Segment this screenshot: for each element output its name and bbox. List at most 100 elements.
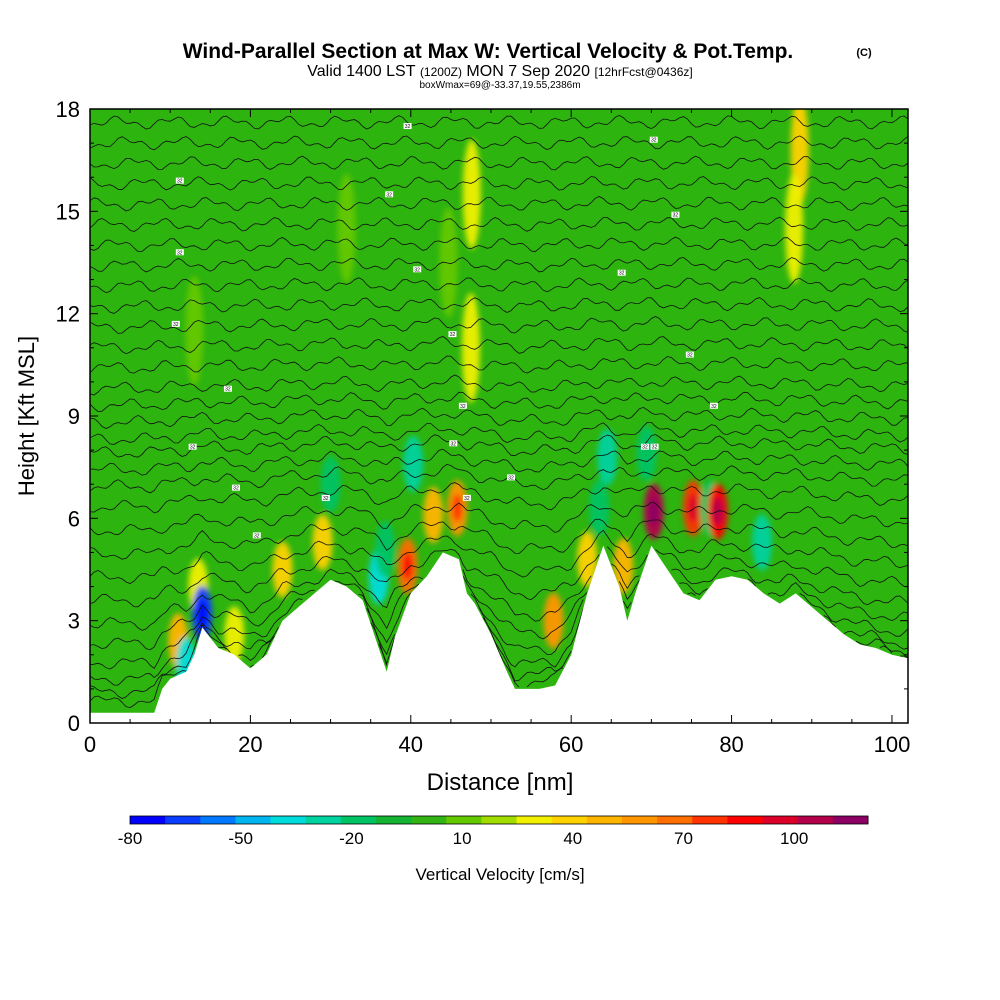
theta-contour: [90, 374, 908, 396]
subtitle-valid: Valid 1400 LST: [307, 63, 415, 80]
theta-contour: [90, 575, 908, 651]
contour-label-box: [231, 484, 240, 491]
theta-contour: [90, 135, 908, 151]
potential-temperature-contours: [90, 114, 908, 709]
terrain: [90, 545, 908, 723]
theta-contour: [90, 297, 908, 314]
velocity-cell: [224, 606, 245, 663]
chart-subtitle: Valid 1400 LST (1200Z) MON 7 Sep 2020 [1…: [307, 63, 692, 80]
copyright-mark: (C): [856, 47, 872, 59]
colorbar-swatch: [727, 816, 764, 824]
velocity-core: [688, 494, 699, 523]
colorbar: [129, 815, 869, 825]
theta-contour: [90, 421, 908, 445]
colorbar-swatch: [305, 816, 342, 824]
contour-label: 32: [233, 486, 239, 492]
contour-label: 32: [508, 475, 514, 481]
colorbar-swatch: [200, 816, 236, 824]
velocity-core: [452, 494, 463, 523]
contour-label: 32: [450, 332, 456, 338]
theta-contour: [90, 482, 908, 514]
colorbar-tick-label: -20: [339, 829, 364, 848]
velocity-core: [402, 552, 413, 581]
contour-label-box: [462, 494, 471, 501]
velocity-cell: [636, 425, 657, 482]
y-tick-label: 6: [68, 506, 80, 531]
contour-label-box: [671, 211, 680, 218]
velocity-cell: [337, 173, 356, 284]
contour-label-box: [403, 123, 412, 130]
contour-label-box: [640, 443, 649, 450]
contour-label-box: [617, 269, 626, 276]
velocity-cell: [543, 592, 564, 649]
contour-label: 32: [651, 138, 657, 144]
colorbar-tick-label: 10: [453, 829, 472, 848]
colorbar-swatch: [762, 816, 799, 824]
theta-contour: [90, 617, 908, 699]
y-tick-label: 0: [68, 711, 80, 736]
plot-area: 32 32 32 32 32 32 32 32 32 32 32 32 32 32 32 32 32 32 32 32…: [90, 109, 908, 723]
theta-contour: [90, 114, 908, 130]
colorbar-tick-label: 70: [674, 829, 693, 848]
colorbar-swatch: [165, 816, 201, 824]
colorbar-swatch: [130, 816, 166, 824]
contour-label: 32: [711, 404, 717, 410]
y-tick-label: 18: [56, 97, 80, 122]
contour-label: 32: [451, 441, 457, 447]
contour-label: 32: [190, 445, 196, 451]
velocity-cell: [785, 173, 804, 284]
theta-contour: [90, 448, 908, 476]
theta-contour: [90, 546, 908, 608]
theta-contour: [90, 391, 908, 413]
theta-contour: [90, 216, 908, 233]
theta-contour: [90, 529, 908, 584]
contour-label-box: [650, 443, 659, 450]
contour-label-box: [709, 402, 718, 409]
contour-label-box: [321, 494, 330, 501]
velocity-cell: [462, 139, 481, 250]
contour-label: 32: [619, 271, 625, 277]
contour-label: 32: [225, 387, 231, 393]
contour-label: 32: [323, 496, 329, 502]
theta-contour: [90, 518, 908, 560]
colorbar-swatch: [340, 816, 377, 824]
y-axis: 0 3 6 9 12 15 18: [56, 97, 908, 736]
colorbar-tick-label: -50: [228, 829, 253, 848]
contour-label: 32: [464, 496, 470, 502]
x-tick-label: 0: [84, 732, 96, 757]
theta-contour: [90, 607, 908, 686]
contour-label-box: [171, 320, 180, 327]
velocity-cell: [597, 428, 618, 485]
velocity-cell: [320, 456, 341, 513]
contour-label: 32: [386, 192, 392, 198]
x-tick-label: 40: [399, 732, 423, 757]
colorbar-swatch: [235, 816, 272, 824]
velocity-cell: [613, 538, 634, 595]
theta-contour: [90, 196, 908, 212]
contour-label: 32: [254, 533, 260, 539]
contour-labels: 32 32 32 32 32 32 32 32 32 32 32 32 32 32 32 32 32 32 32 32…: [171, 123, 718, 539]
subtitle-utc: (1200Z): [420, 65, 462, 79]
colorbar-label: Vertical Velocity [cm/s]: [415, 865, 584, 884]
colorbar-frame: [129, 815, 869, 825]
colorbar-swatch: [622, 816, 658, 824]
colorbar-tick-label: -80: [118, 829, 143, 848]
colorbar-tick-labels: -80 -50 -20 10 40 70 100: [118, 829, 809, 848]
x-tick-label: 60: [559, 732, 583, 757]
contour-label: 32: [460, 404, 466, 410]
theta-contour: [90, 236, 908, 253]
contour-label: 32: [687, 353, 693, 359]
theta-contour: [90, 257, 908, 273]
contour-label: 32: [673, 213, 679, 219]
theta-contour: [90, 434, 908, 458]
colorbar-swatch: [797, 816, 834, 824]
chart-title: Wind-Parallel Section at Max W: Vertical…: [183, 40, 794, 63]
colorbar-swatch: [832, 816, 869, 824]
contour-label-box: [188, 443, 197, 450]
contour-label: 32: [642, 445, 648, 451]
theta-contour: [90, 406, 908, 429]
velocity-cell: [403, 435, 424, 492]
subtitle-forecast: [12hrFcst@0436z]: [595, 65, 693, 79]
theta-contour: [90, 316, 908, 334]
y-tick-label: 9: [68, 404, 80, 429]
